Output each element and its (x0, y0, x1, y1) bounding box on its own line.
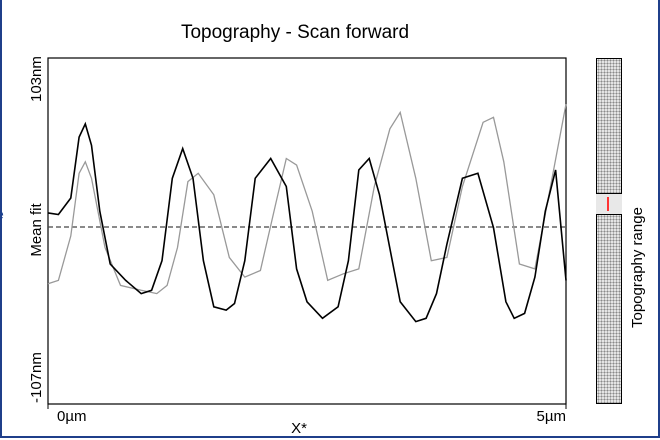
left-cutoff-glyph-a: e (0, 206, 4, 222)
y-tick-label-bottom: -107nm (28, 352, 45, 403)
range-marker-line (607, 197, 609, 211)
left-cutoff-glyph-b: - (0, 300, 1, 316)
plot-area (47, 57, 567, 405)
x-tick-label-right: 5µm (537, 408, 566, 425)
range-marker[interactable] (596, 193, 622, 215)
colorbar-label: Topography range (629, 207, 646, 328)
x-tick-label-left: 0µm (57, 408, 86, 425)
forward-scan-line (47, 121, 567, 323)
x-axis-label: X* (291, 420, 307, 437)
y-axis-label: Mean fit (28, 202, 45, 256)
left-cutoff-glyph-c: - (0, 336, 1, 352)
y-tick-label-top: 103nm (28, 56, 45, 102)
chart-title: Topography - Scan forward (180, 22, 410, 43)
topography-range-colorbar[interactable] (596, 58, 622, 404)
